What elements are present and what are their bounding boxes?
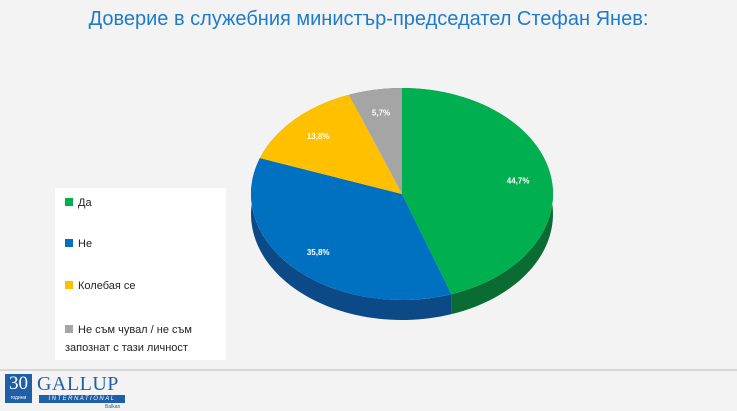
legend-item-da: Да (65, 196, 92, 211)
logo-badge (5, 374, 32, 403)
chart-title: Доверие в служебния министър-председател… (88, 8, 649, 30)
legend-item-ne-sam-chuval: Не съм чувал / не съм запознат с тази ли… (65, 321, 225, 357)
pie-slice (250, 158, 452, 301)
legend-swatch (65, 325, 73, 333)
legend-label: Колебая се (78, 280, 136, 292)
legend-label: Не (78, 238, 93, 250)
pie-slice (259, 94, 402, 194)
logo-country: Balkan (105, 404, 121, 410)
data-label: 13,8% (307, 132, 330, 141)
data-label: 35,8% (307, 248, 330, 257)
legend-item-ne: Не (65, 237, 92, 252)
logo-name: GALLUP (37, 373, 119, 395)
pie-slice (349, 88, 402, 194)
gallup-logo: 30 години GALLUP INTERNATIONAL Balkan (5, 374, 135, 410)
logo-number: 30 (9, 373, 28, 394)
logo-sub: години (10, 395, 27, 401)
legend-swatch (65, 239, 73, 247)
legend-swatch (65, 281, 73, 289)
data-label: 44,7% (507, 176, 530, 185)
pie-slice-side (251, 158, 452, 320)
legend: Да Не Колебая се Не съм чувал / не съм з… (55, 188, 226, 360)
legend-swatch (65, 198, 73, 206)
legend-label: Не съм чувал / не съм запознат с тази ли… (65, 324, 192, 354)
pie-chart: 44,7% 35,8% 13,8% 5,7% (250, 88, 553, 320)
footer-divider (0, 369, 737, 371)
pie-slice (402, 88, 553, 295)
data-label: 5,7% (372, 109, 390, 118)
legend-item-kolebaya: Колебая се (65, 279, 136, 294)
legend-label: Да (78, 197, 92, 209)
logo-intl: INTERNATIONAL (39, 395, 125, 403)
